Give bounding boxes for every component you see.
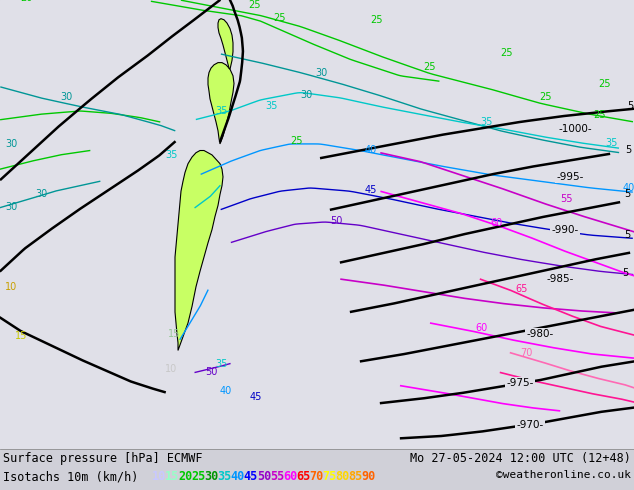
Text: Surface pressure [hPa] ECMWF: Surface pressure [hPa] ECMWF	[3, 452, 202, 466]
Text: 85: 85	[349, 470, 363, 483]
Text: 65: 65	[296, 470, 311, 483]
Text: 50: 50	[330, 216, 342, 226]
Text: 40: 40	[623, 183, 634, 193]
Text: 40: 40	[231, 470, 245, 483]
Polygon shape	[218, 19, 233, 69]
Text: 55: 55	[560, 194, 573, 204]
Text: 80: 80	[335, 470, 349, 483]
Text: 75: 75	[322, 470, 337, 483]
Text: 60: 60	[490, 219, 502, 228]
Text: 45: 45	[250, 392, 262, 402]
Text: 25: 25	[290, 136, 302, 146]
Text: 25: 25	[598, 79, 611, 89]
Text: -990-: -990-	[552, 224, 579, 235]
Text: 30: 30	[204, 470, 219, 483]
Text: -970-: -970-	[516, 420, 543, 430]
Text: 5: 5	[625, 145, 631, 155]
Text: 35: 35	[215, 106, 228, 116]
Text: 25: 25	[424, 62, 436, 73]
Text: -1000-: -1000-	[558, 123, 592, 134]
Text: 25: 25	[500, 48, 512, 58]
Text: 30: 30	[35, 189, 48, 198]
Text: 10: 10	[5, 282, 17, 292]
Text: Mo 27-05-2024 12:00 UTC (12+48): Mo 27-05-2024 12:00 UTC (12+48)	[410, 452, 631, 466]
Text: Isotachs 10m (km/h): Isotachs 10m (km/h)	[3, 470, 138, 483]
Text: 5: 5	[622, 268, 628, 278]
Text: 15: 15	[165, 470, 179, 483]
Text: -980-: -980-	[526, 329, 553, 339]
Polygon shape	[175, 150, 223, 350]
Text: 5: 5	[624, 189, 630, 198]
Text: 55: 55	[270, 470, 284, 483]
Text: 30: 30	[300, 90, 313, 100]
Text: 30: 30	[5, 202, 17, 212]
Text: 5: 5	[624, 230, 630, 241]
Text: -975-: -975-	[507, 378, 534, 389]
Text: 35: 35	[480, 117, 493, 127]
Text: 50: 50	[205, 367, 217, 377]
Text: 35: 35	[215, 359, 228, 369]
Text: 45: 45	[365, 185, 377, 196]
Text: 15: 15	[15, 331, 27, 342]
Text: 60: 60	[283, 470, 297, 483]
Text: 15: 15	[168, 329, 181, 339]
Polygon shape	[208, 63, 234, 144]
Text: 35: 35	[605, 138, 618, 148]
Text: 25: 25	[539, 92, 551, 102]
Text: 30: 30	[315, 68, 327, 78]
Text: 10: 10	[152, 470, 166, 483]
Text: 40: 40	[220, 387, 232, 396]
Text: 70: 70	[520, 348, 533, 358]
Text: 25: 25	[248, 0, 261, 10]
Text: 65: 65	[515, 284, 527, 294]
Text: 30: 30	[5, 139, 17, 149]
Text: 70: 70	[309, 470, 323, 483]
Text: 40: 40	[365, 145, 377, 155]
Text: 20: 20	[20, 0, 32, 3]
Text: -985-: -985-	[547, 274, 574, 284]
Text: 25: 25	[370, 15, 382, 25]
Text: 10: 10	[165, 365, 178, 374]
Text: 35: 35	[165, 150, 178, 160]
Text: 20: 20	[178, 470, 193, 483]
Text: 5: 5	[627, 101, 633, 111]
Text: 25: 25	[191, 470, 205, 483]
Text: -995-: -995-	[556, 172, 584, 182]
Text: 45: 45	[243, 470, 258, 483]
Text: 25: 25	[274, 13, 286, 23]
Text: 35: 35	[265, 101, 278, 111]
Text: 25: 25	[594, 110, 606, 120]
Text: 30: 30	[60, 92, 72, 102]
Text: 60: 60	[475, 323, 488, 333]
Text: 50: 50	[257, 470, 271, 483]
Text: ©weatheronline.co.uk: ©weatheronline.co.uk	[496, 470, 631, 480]
Text: 35: 35	[217, 470, 232, 483]
Text: 90: 90	[361, 470, 376, 483]
